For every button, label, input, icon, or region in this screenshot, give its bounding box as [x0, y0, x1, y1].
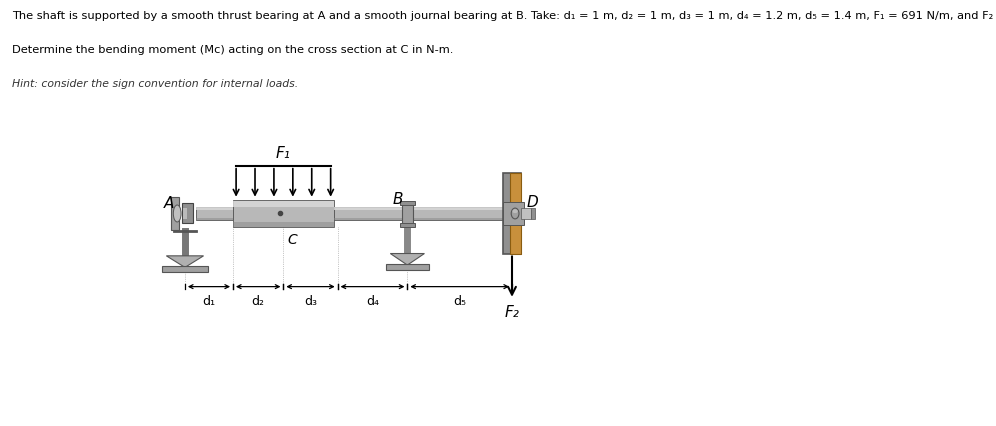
Bar: [196, 208, 233, 211]
Text: A: A: [164, 196, 174, 211]
Bar: [334, 208, 402, 211]
Bar: [385, 265, 429, 270]
Text: d₃: d₃: [304, 294, 317, 307]
Ellipse shape: [512, 210, 518, 213]
Bar: [510, 174, 521, 254]
Bar: [171, 198, 178, 230]
Polygon shape: [390, 254, 424, 265]
Bar: [196, 218, 233, 221]
Text: C: C: [287, 233, 297, 246]
Ellipse shape: [173, 205, 181, 222]
Bar: [399, 201, 415, 205]
Bar: [399, 223, 415, 227]
Bar: [412, 218, 503, 221]
Text: d₂: d₂: [252, 294, 265, 307]
Bar: [412, 207, 503, 221]
Bar: [532, 209, 535, 219]
Bar: [196, 207, 233, 221]
Bar: [233, 222, 334, 228]
Bar: [402, 203, 412, 225]
Text: Determine the bending moment (Mᴄ) acting on the cross section at C in N-m.: Determine the bending moment (Mᴄ) acting…: [12, 45, 453, 55]
Polygon shape: [166, 256, 203, 268]
Text: d₄: d₄: [366, 294, 379, 307]
Text: d₁: d₁: [202, 294, 215, 307]
Text: d₅: d₅: [453, 294, 466, 307]
Text: F₂: F₂: [505, 305, 520, 320]
Text: The shaft is supported by a smooth thrust bearing at A and a smooth journal bear: The shaft is supported by a smooth thrus…: [12, 11, 996, 20]
Bar: [182, 209, 186, 219]
Bar: [503, 174, 521, 254]
Bar: [334, 207, 402, 221]
Bar: [182, 204, 192, 224]
Text: D: D: [527, 194, 539, 209]
Bar: [233, 201, 334, 208]
Text: F₁: F₁: [276, 145, 291, 160]
Bar: [503, 202, 524, 225]
Bar: [334, 218, 402, 221]
Text: B: B: [392, 191, 403, 206]
Bar: [161, 266, 208, 272]
Bar: [233, 200, 334, 228]
Bar: [521, 209, 532, 219]
Bar: [412, 208, 503, 211]
Text: Hint: consider the sign convention for internal loads.: Hint: consider the sign convention for i…: [12, 79, 298, 89]
